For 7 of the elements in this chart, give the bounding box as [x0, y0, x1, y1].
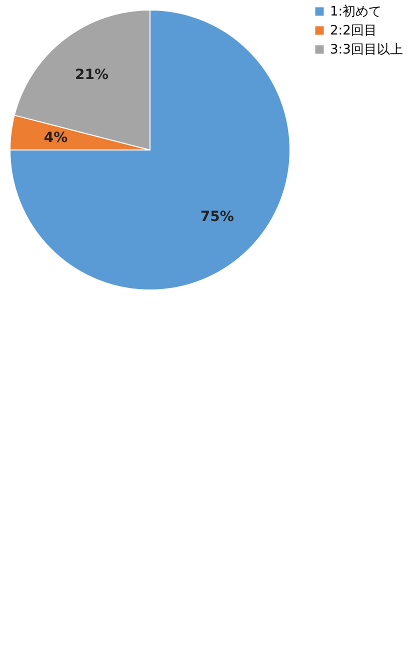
data-label: 4%	[44, 130, 68, 146]
legend-label: 1:初めて	[330, 4, 382, 20]
legend-label: 2:2回目	[330, 24, 377, 38]
data-label: 75%	[200, 209, 234, 226]
legend-label: 3:3回目以上	[330, 42, 403, 58]
pie-slice	[10, 10, 290, 290]
data-label: 21%	[75, 66, 109, 83]
